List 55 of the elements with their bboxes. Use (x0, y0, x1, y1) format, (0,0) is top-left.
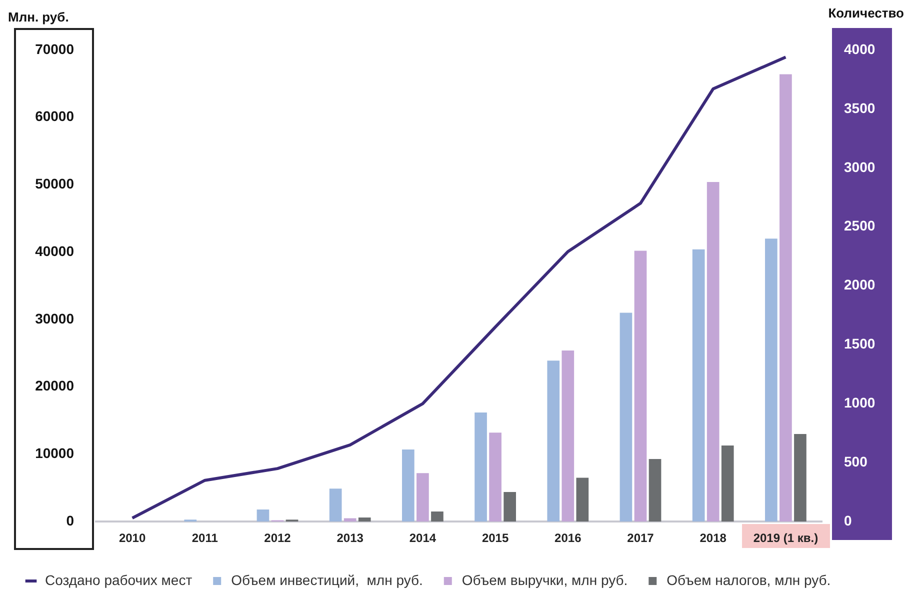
legend-label: Объем налогов, млн руб. (666, 572, 831, 588)
x-tick-label: 2018 (700, 531, 727, 546)
bar (329, 488, 342, 522)
bar (504, 492, 516, 522)
bar (416, 473, 429, 522)
x-tick-label: 2011 (192, 531, 218, 546)
bar (721, 445, 734, 522)
y-tick-label: 40000 (35, 242, 74, 259)
y-tick-label: 30000 (35, 310, 74, 326)
y2-tick-label: 2000 (844, 276, 876, 293)
x-tick-label: 2015 (482, 531, 509, 546)
bar (794, 434, 806, 522)
bar (489, 432, 502, 522)
y-tick-label: 60000 (35, 108, 74, 124)
y2-tick-label: 3000 (844, 158, 876, 175)
y2-axis-title: Количество (828, 6, 904, 21)
bar (706, 182, 720, 522)
bar (648, 458, 662, 522)
bar (692, 249, 705, 522)
y2-tick-label: 2500 (844, 218, 876, 234)
y-tick-label: 0 (66, 512, 74, 528)
bar (358, 518, 371, 522)
legend-label: Объем выручки, млн руб. (462, 572, 628, 588)
bar (256, 509, 270, 522)
bar (344, 518, 356, 522)
y-tick-label: 20000 (35, 378, 74, 394)
y-tick-label: 10000 (35, 445, 74, 462)
bar (562, 350, 574, 522)
x-tick-label: 2012 (264, 531, 292, 546)
legend-label: Создано рабочих мест (45, 572, 193, 588)
x-tick-label: 2013 (336, 531, 364, 546)
bar (765, 238, 778, 522)
x-tick-label: 2010 (118, 531, 146, 546)
bar (634, 250, 647, 522)
y2-tick-label: 500 (844, 454, 868, 470)
y-axis-title: Млн. руб. (8, 10, 69, 25)
bar (402, 450, 414, 522)
legend-label: Объем инвестиций, млн руб. (231, 572, 423, 588)
bar (431, 511, 444, 522)
y-tick-label: 50000 (35, 176, 74, 192)
y-tick-label: 70000 (35, 40, 74, 57)
y2-tick-label: 1500 (844, 336, 876, 352)
bar (620, 312, 632, 522)
y2-tick-label: 0 (844, 512, 852, 528)
bar (474, 412, 487, 522)
y2-tick-label: 1000 (844, 394, 876, 411)
bar (576, 478, 589, 522)
y2-tick-label: 4000 (844, 40, 876, 57)
x-tick-label: 2016 (554, 531, 582, 546)
y2-tick-label: 3500 (844, 100, 876, 116)
x-tick-label: 2019 (1 кв.) (753, 531, 818, 546)
x-tick-label: 2017 (627, 531, 654, 546)
x-tick-label: 2014 (409, 531, 436, 546)
bar (780, 74, 792, 522)
bar (547, 360, 560, 522)
